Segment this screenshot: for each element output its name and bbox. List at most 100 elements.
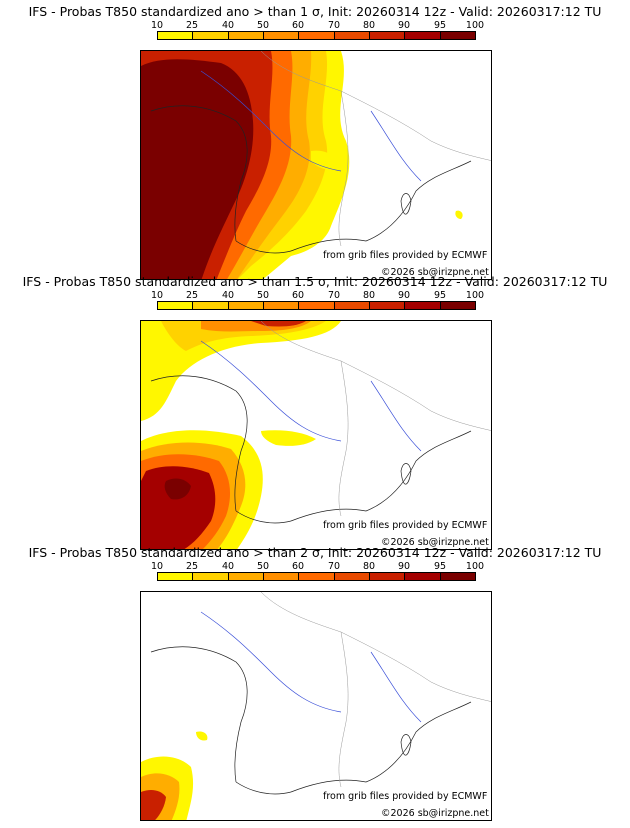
color-scale-labels: 10 25 40 50 60 70 80 90 95 100 bbox=[151, 290, 484, 301]
scale-tick: 50 bbox=[256, 290, 270, 301]
map-panel-3: IFS - Probas T850 standardized ano > tha… bbox=[0, 545, 630, 821]
scale-tick: 95 bbox=[433, 20, 447, 31]
scale-tick: 60 bbox=[291, 290, 305, 301]
scale-swatch bbox=[228, 302, 264, 309]
map-graphic bbox=[141, 592, 491, 820]
copyright: ©2026 sb@irizpne.net bbox=[381, 808, 489, 819]
scale-tick: 10 bbox=[150, 290, 164, 301]
prob-contour-80 bbox=[141, 789, 166, 820]
scale-tick: 70 bbox=[327, 561, 341, 572]
copyright: ©2026 sb@irizpne.net bbox=[381, 537, 489, 548]
scale-swatch bbox=[369, 302, 406, 309]
panel-title: IFS - Probas T850 standardized ano > tha… bbox=[22, 274, 608, 289]
scale-tick: 25 bbox=[185, 290, 199, 301]
coastline bbox=[290, 160, 472, 252]
scale-tick: 70 bbox=[327, 290, 341, 301]
scale-tick: 80 bbox=[362, 290, 376, 301]
color-scale-labels: 10 25 40 50 60 70 80 90 95 100 bbox=[151, 561, 484, 572]
river bbox=[200, 611, 422, 723]
scale-tick: 10 bbox=[150, 20, 164, 31]
scale-tick: 40 bbox=[221, 20, 235, 31]
scale-tick: 90 bbox=[397, 561, 411, 572]
coastline bbox=[150, 375, 292, 524]
scale-tick: 50 bbox=[256, 20, 270, 31]
color-scale-bar bbox=[157, 31, 476, 40]
scale-swatch bbox=[263, 573, 300, 580]
border-line bbox=[338, 631, 349, 788]
prob-spot bbox=[455, 210, 463, 219]
coastline bbox=[290, 430, 472, 522]
border-line bbox=[260, 592, 491, 702]
scale-tick: 25 bbox=[185, 561, 199, 572]
scale-swatch bbox=[334, 302, 370, 309]
scale-tick: 10 bbox=[150, 561, 164, 572]
scale-tick: 95 bbox=[433, 561, 447, 572]
coastline bbox=[150, 105, 292, 254]
border-line bbox=[338, 360, 349, 517]
scale-swatch bbox=[299, 573, 335, 580]
scale-swatch bbox=[228, 573, 264, 580]
prob-contour-90 bbox=[141, 466, 216, 549]
panel-title: IFS - Probas T850 standardized ano > tha… bbox=[28, 4, 602, 19]
probability-map: from grib files provided by ECMWF ©2026 … bbox=[140, 591, 492, 821]
river bbox=[200, 340, 422, 452]
scale-swatch bbox=[158, 573, 194, 580]
scale-swatch bbox=[440, 573, 475, 580]
prob-spot bbox=[196, 731, 208, 741]
scale-tick: 90 bbox=[397, 290, 411, 301]
scale-swatch bbox=[405, 32, 441, 39]
scale-swatch bbox=[158, 32, 194, 39]
scale-swatch bbox=[299, 302, 335, 309]
island-outline bbox=[400, 193, 412, 215]
scale-swatch bbox=[440, 302, 475, 309]
map-graphic bbox=[141, 51, 491, 279]
color-scale-bar bbox=[157, 572, 476, 581]
island-outline bbox=[400, 734, 412, 756]
probability-map: from grib files provided by ECMWF ©2026 … bbox=[140, 320, 492, 550]
color-scale-labels: 10 25 40 50 60 70 80 90 95 100 bbox=[151, 20, 484, 31]
scale-tick: 80 bbox=[362, 561, 376, 572]
scale-swatch bbox=[405, 573, 441, 580]
border-line bbox=[338, 90, 349, 247]
coastline bbox=[290, 701, 472, 793]
scale-tick: 80 bbox=[362, 20, 376, 31]
border-line bbox=[260, 51, 491, 161]
color-scale-bar bbox=[157, 301, 476, 310]
prob-contour-80 bbox=[251, 321, 306, 327]
probability-map: from grib files provided by ECMWF ©2026 … bbox=[140, 50, 492, 280]
scale-tick: 70 bbox=[327, 20, 341, 31]
panel-title: IFS - Probas T850 standardized ano > tha… bbox=[28, 545, 602, 560]
scale-tick: 90 bbox=[397, 20, 411, 31]
data-credit: from grib files provided by ECMWF bbox=[323, 791, 488, 802]
scale-swatch bbox=[334, 573, 370, 580]
prob-contour-95 bbox=[164, 478, 191, 500]
scale-swatch bbox=[193, 32, 229, 39]
scale-swatch bbox=[299, 32, 335, 39]
scale-tick: 25 bbox=[185, 20, 199, 31]
prob-contour-10 bbox=[261, 430, 316, 446]
scale-swatch bbox=[263, 32, 300, 39]
river bbox=[200, 70, 422, 182]
scale-tick: 40 bbox=[221, 561, 235, 572]
scale-tick: 60 bbox=[291, 20, 305, 31]
scale-swatch bbox=[193, 302, 229, 309]
scale-swatch bbox=[263, 302, 300, 309]
coastline bbox=[150, 646, 292, 795]
scale-tick: 95 bbox=[433, 290, 447, 301]
scale-swatch bbox=[158, 302, 194, 309]
map-graphic bbox=[141, 321, 491, 549]
border-line bbox=[260, 321, 491, 431]
scale-swatch bbox=[228, 32, 264, 39]
scale-tick: 100 bbox=[465, 290, 485, 301]
scale-swatch bbox=[405, 302, 441, 309]
map-panel-1: IFS - Probas T850 standardized ano > tha… bbox=[0, 4, 630, 280]
scale-tick: 60 bbox=[291, 561, 305, 572]
scale-tick: 100 bbox=[465, 20, 485, 31]
map-panel-2: IFS - Probas T850 standardized ano > tha… bbox=[0, 274, 630, 550]
prob-contour-95 bbox=[141, 59, 254, 279]
data-credit: from grib files provided by ECMWF bbox=[323, 520, 488, 531]
scale-swatch bbox=[334, 32, 370, 39]
data-credit: from grib files provided by ECMWF bbox=[323, 250, 488, 261]
copyright: ©2026 sb@irizpne.net bbox=[381, 267, 489, 278]
island-outline bbox=[400, 463, 412, 485]
